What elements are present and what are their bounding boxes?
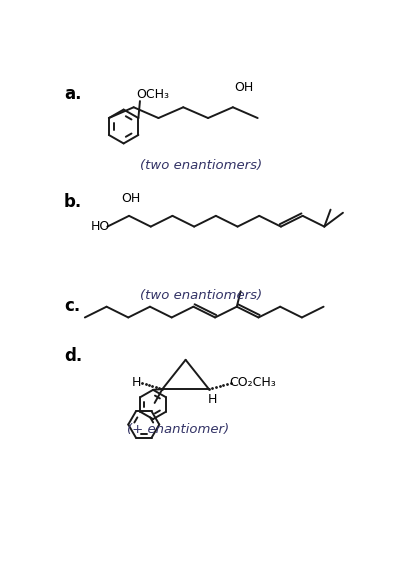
Text: H: H bbox=[207, 393, 217, 406]
Text: a.: a. bbox=[64, 85, 82, 103]
Text: H: H bbox=[131, 376, 141, 388]
Text: (+ enantiomer): (+ enantiomer) bbox=[127, 423, 229, 435]
Text: OH: OH bbox=[234, 81, 253, 94]
Text: b.: b. bbox=[64, 193, 82, 211]
Text: d.: d. bbox=[64, 347, 82, 365]
Text: CO₂CH₃: CO₂CH₃ bbox=[229, 376, 276, 388]
Text: HO: HO bbox=[90, 220, 110, 233]
Text: OCH₃: OCH₃ bbox=[136, 88, 169, 101]
Text: OH: OH bbox=[121, 193, 140, 205]
Text: (two enantiomers): (two enantiomers) bbox=[140, 159, 262, 171]
Text: (two enantiomers): (two enantiomers) bbox=[140, 289, 262, 303]
Text: c.: c. bbox=[64, 297, 80, 315]
